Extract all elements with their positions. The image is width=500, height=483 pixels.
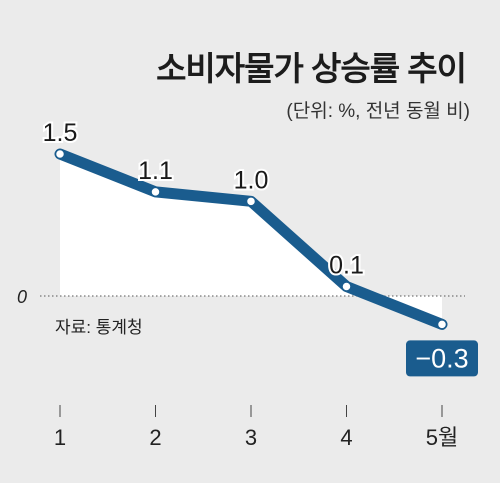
highlight-label-box — [406, 340, 478, 377]
data-label: 1.1 — [138, 157, 173, 185]
data-label: −0.3 — [415, 343, 468, 373]
data-label: 1.5 — [43, 119, 78, 147]
x-tick-label: 5월 — [426, 425, 458, 450]
data-point — [341, 281, 352, 292]
x-tick-label: 3 — [245, 425, 257, 450]
data-point — [54, 148, 66, 160]
x-tick-label: 4 — [340, 425, 352, 450]
data-point — [150, 186, 161, 198]
data-label: 1.0 — [234, 166, 269, 194]
chart-source: 자료: 통계청 — [55, 318, 143, 337]
data-label: 0.1 — [329, 252, 364, 280]
data-point — [436, 319, 448, 330]
data-point — [245, 196, 257, 207]
x-tick-label: 1 — [54, 425, 66, 450]
chart-unit-note: (단위: %, 전년 동월 비) — [286, 101, 470, 122]
chart-title: 소비자물가 상승률 추이 — [156, 50, 467, 87]
x-tick-label: 2 — [149, 425, 161, 450]
zero-tick-label: 0 — [17, 287, 27, 307]
